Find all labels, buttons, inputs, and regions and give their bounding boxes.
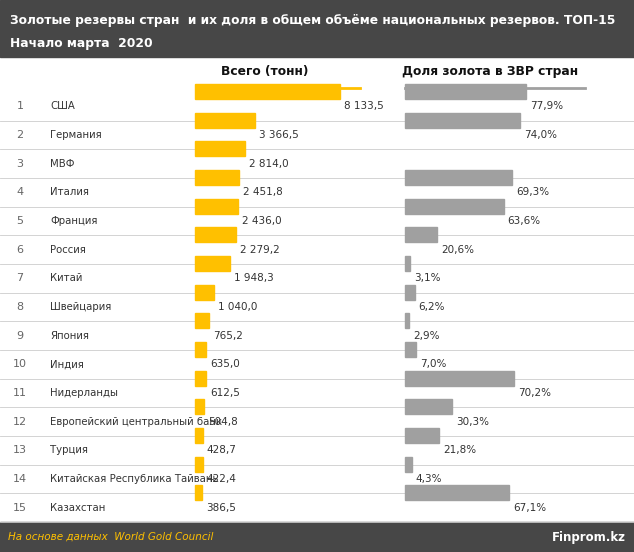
Bar — [405, 428, 439, 443]
Bar — [195, 170, 239, 185]
Text: На основе данных  World Gold Council: На основе данных World Gold Council — [8, 532, 214, 542]
Bar — [195, 428, 203, 443]
Text: 20,6%: 20,6% — [441, 245, 474, 254]
Text: 3 366,5: 3 366,5 — [259, 130, 299, 140]
Text: 77,9%: 77,9% — [530, 102, 563, 112]
Text: 11: 11 — [13, 388, 27, 398]
Text: Германия: Германия — [50, 130, 101, 140]
Text: Турция: Турция — [50, 445, 88, 455]
Bar — [405, 285, 415, 300]
Text: 3,1%: 3,1% — [414, 273, 440, 283]
Text: 1 948,3: 1 948,3 — [234, 273, 273, 283]
Bar — [0, 0, 634, 57]
Text: 504,8: 504,8 — [208, 417, 238, 427]
Text: 612,5: 612,5 — [210, 388, 240, 398]
Bar — [195, 227, 236, 242]
Text: МВФ: МВФ — [50, 158, 75, 169]
Text: 2 451,8: 2 451,8 — [243, 187, 283, 197]
Bar — [195, 285, 214, 300]
Text: 386,5: 386,5 — [206, 503, 236, 513]
Text: 4,3%: 4,3% — [416, 474, 442, 484]
Text: 9: 9 — [16, 331, 23, 341]
Bar — [195, 199, 238, 214]
Bar — [195, 141, 245, 156]
Bar — [195, 314, 209, 328]
Text: Нидерланды: Нидерланды — [50, 388, 118, 398]
Bar — [405, 256, 410, 271]
Text: 8: 8 — [16, 302, 23, 312]
Text: 6,2%: 6,2% — [418, 302, 445, 312]
Text: США: США — [50, 102, 75, 112]
Bar — [405, 399, 452, 414]
Text: 1 040,0: 1 040,0 — [217, 302, 257, 312]
Bar — [405, 84, 526, 99]
Bar — [195, 113, 255, 128]
Text: 2,9%: 2,9% — [413, 331, 440, 341]
Text: 2 814,0: 2 814,0 — [249, 158, 289, 169]
Text: 69,3%: 69,3% — [517, 187, 550, 197]
Bar — [405, 457, 411, 471]
Text: 428,7: 428,7 — [207, 445, 236, 455]
Text: 21,8%: 21,8% — [443, 445, 476, 455]
Text: 6: 6 — [16, 245, 23, 254]
Text: 2 279,2: 2 279,2 — [240, 245, 280, 254]
Text: 5: 5 — [16, 216, 23, 226]
Bar — [195, 457, 202, 471]
Bar — [195, 485, 202, 500]
Bar — [0, 522, 634, 552]
Text: Швейцария: Швейцария — [50, 302, 112, 312]
Text: 12: 12 — [13, 417, 27, 427]
Bar — [405, 342, 416, 357]
Bar — [405, 170, 512, 185]
Bar — [195, 370, 206, 385]
Text: Finprom.kz: Finprom.kz — [552, 530, 626, 544]
Text: 7: 7 — [16, 273, 23, 283]
Text: Начало марта  2020: Начало марта 2020 — [10, 37, 153, 50]
Bar — [405, 227, 437, 242]
Text: 422,4: 422,4 — [207, 474, 236, 484]
Text: Индия: Индия — [50, 359, 84, 369]
Text: 1: 1 — [16, 102, 23, 112]
Bar — [195, 342, 206, 357]
Text: 14: 14 — [13, 474, 27, 484]
Bar — [195, 84, 340, 99]
Text: Европейский центральный банк: Европейский центральный банк — [50, 417, 222, 427]
Text: Золотые резервы стран  и их доля в общем объёме национальных резервов. ТОП-15: Золотые резервы стран и их доля в общем … — [10, 14, 616, 27]
Text: 2: 2 — [16, 130, 23, 140]
Text: Италия: Италия — [50, 187, 89, 197]
Bar — [405, 370, 514, 385]
Bar — [195, 399, 204, 414]
Text: 13: 13 — [13, 445, 27, 455]
Text: Франция: Франция — [50, 216, 98, 226]
Text: Казахстан: Казахстан — [50, 503, 105, 513]
Text: Япония: Япония — [50, 331, 89, 341]
Text: 30,3%: 30,3% — [456, 417, 489, 427]
Text: 70,2%: 70,2% — [518, 388, 551, 398]
Bar — [405, 314, 410, 328]
Text: 2 436,0: 2 436,0 — [242, 216, 282, 226]
Text: 765,2: 765,2 — [212, 331, 243, 341]
Bar — [405, 485, 509, 500]
Text: 7,0%: 7,0% — [420, 359, 446, 369]
Text: 10: 10 — [13, 359, 27, 369]
Text: Всего (тонн): Всего (тонн) — [221, 65, 309, 78]
Text: Китай: Китай — [50, 273, 82, 283]
Text: 3: 3 — [16, 158, 23, 169]
Text: 4: 4 — [16, 187, 23, 197]
Text: 8 133,5: 8 133,5 — [344, 102, 384, 112]
Text: 74,0%: 74,0% — [524, 130, 557, 140]
Text: Китайская Республика Тайвань: Китайская Республика Тайвань — [50, 474, 218, 484]
Text: 635,0: 635,0 — [210, 359, 240, 369]
Bar — [405, 199, 503, 214]
Text: 67,1%: 67,1% — [513, 503, 546, 513]
Bar — [195, 256, 230, 271]
Text: Россия: Россия — [50, 245, 86, 254]
Text: 63,6%: 63,6% — [508, 216, 541, 226]
Bar — [405, 113, 520, 128]
Text: 15: 15 — [13, 503, 27, 513]
Text: Доля золота в ЗВР стран: Доля золота в ЗВР стран — [402, 65, 578, 78]
